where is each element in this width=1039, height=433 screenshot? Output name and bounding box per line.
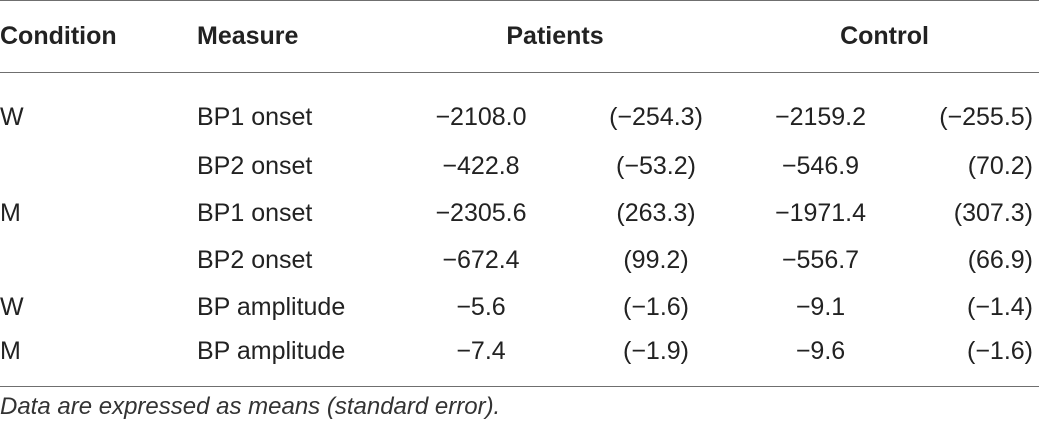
cell-control-mean: −1971.4 <box>774 198 867 227</box>
cell-condition <box>0 143 197 190</box>
cell-control-mean: −2159.2 <box>774 103 867 132</box>
header-measure: Measure <box>197 0 380 73</box>
cell-control-mean: −546.9 <box>781 151 860 180</box>
cell-patients-se: (263.3) <box>616 198 696 227</box>
cell-measure: BP1 onset <box>197 103 313 132</box>
cell-control-se: (−1.4) <box>967 292 1034 321</box>
cell-control-se: (−255.5) <box>939 103 1034 132</box>
header-condition: Condition <box>0 0 197 73</box>
cell-measure: BP2 onset <box>197 245 313 274</box>
table-row: W BP amplitude −5.6 (−1.6) −9.1 (−1.4) <box>0 284 1039 331</box>
table-body: W BP1 onset −2108.0 (−254.3) −2159.2 (−2… <box>0 73 1039 387</box>
cell-patients-mean: −7.4 <box>380 330 582 387</box>
table-row: M BP1 onset −2305.6 (263.3) −1971.4 (307… <box>0 190 1039 237</box>
cell-patients-se: (−1.6) <box>623 292 690 321</box>
header-patients: Patients <box>380 0 731 73</box>
header-control: Control <box>730 0 1039 73</box>
table-row: BP2 onset −672.4 (99.2) −556.7 (66.9) <box>0 237 1039 284</box>
cell-condition: W <box>0 292 24 321</box>
cell-patients-se: (−53.2) <box>616 151 696 180</box>
header-row: Condition Measure Patients Control <box>0 0 1039 73</box>
data-table-container: Condition Measure Patients Control W BP1… <box>0 0 1039 387</box>
table-row: W BP1 onset −2108.0 (−254.3) −2159.2 (−2… <box>0 73 1039 143</box>
table-footnote: Data are expressed as means (standard er… <box>0 393 501 420</box>
cell-control-se: (70.2) <box>967 151 1034 180</box>
cell-patients-se: (−254.3) <box>609 103 703 132</box>
cell-patients-se: (99.2) <box>623 245 689 274</box>
cell-control-mean: −556.7 <box>781 245 860 274</box>
cell-control-mean: −9.6 <box>730 330 912 387</box>
cell-patients-mean: −422.8 <box>442 151 520 180</box>
cell-control-mean: −9.1 <box>795 292 846 321</box>
cell-patients-mean: −2108.0 <box>435 103 527 132</box>
cell-control-se: (307.3) <box>953 198 1034 227</box>
table-row: M BP amplitude −7.4 (−1.9) −9.6 (−1.6) <box>0 330 1039 387</box>
cell-control-se: (66.9) <box>967 245 1034 274</box>
cell-measure: BP amplitude <box>197 292 346 321</box>
cell-measure: BP1 onset <box>197 198 313 227</box>
cell-control-se: (−1.6) <box>911 330 1039 387</box>
table-header: Condition Measure Patients Control <box>0 0 1039 73</box>
cell-patients-se: (−1.9) <box>582 330 731 387</box>
data-table: Condition Measure Patients Control W BP1… <box>0 0 1039 387</box>
cell-measure: BP amplitude <box>197 330 380 387</box>
cell-measure: BP2 onset <box>197 151 313 180</box>
table-row: BP2 onset −422.8 (−53.2) −546.9 (70.2) <box>0 143 1039 190</box>
cell-condition: W <box>0 103 24 132</box>
cell-patients-mean: −672.4 <box>442 245 520 274</box>
cell-condition: M <box>0 198 21 227</box>
cell-condition <box>0 237 197 284</box>
cell-patients-mean: −2305.6 <box>435 198 527 227</box>
cell-condition: M <box>0 330 197 387</box>
cell-patients-mean: −5.6 <box>456 292 506 321</box>
